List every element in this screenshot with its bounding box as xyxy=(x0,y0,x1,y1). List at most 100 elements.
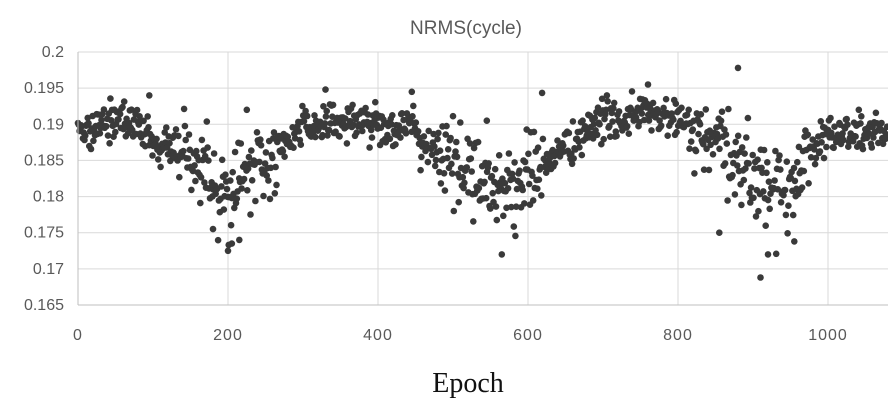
data-point xyxy=(453,139,460,146)
data-point xyxy=(616,108,623,115)
data-point xyxy=(724,197,731,204)
data-point-outlier xyxy=(484,117,491,124)
x-tick-label: 800 xyxy=(663,327,693,344)
data-point xyxy=(626,130,633,137)
data-point xyxy=(366,144,373,151)
data-point xyxy=(410,103,417,110)
data-point xyxy=(538,192,545,199)
data-point xyxy=(181,106,188,113)
data-point xyxy=(750,195,757,202)
data-point xyxy=(840,137,847,144)
data-point xyxy=(511,223,518,230)
data-point xyxy=(432,163,439,170)
data-point xyxy=(449,170,456,177)
data-point xyxy=(433,157,440,164)
data-point xyxy=(827,115,834,122)
data-point xyxy=(451,208,458,215)
data-point xyxy=(369,134,376,141)
data-point xyxy=(349,102,356,109)
data-point xyxy=(434,136,441,143)
data-point xyxy=(476,185,483,192)
data-point xyxy=(604,92,611,99)
x-tick-label: 400 xyxy=(363,327,393,344)
data-point xyxy=(180,148,187,155)
data-point xyxy=(762,222,769,229)
data-point xyxy=(791,165,798,172)
x-axis-title: Epoch xyxy=(432,368,504,399)
data-point xyxy=(489,173,496,180)
data-point xyxy=(650,100,657,107)
data-point-outlier xyxy=(757,274,764,281)
data-point xyxy=(688,138,695,145)
data-point xyxy=(817,148,824,155)
data-point xyxy=(570,118,577,125)
data-point xyxy=(609,118,616,125)
data-point xyxy=(693,148,700,155)
data-point xyxy=(521,200,528,207)
data-point xyxy=(263,149,270,156)
data-point xyxy=(258,142,265,149)
data-point-outlier xyxy=(210,226,217,233)
data-point xyxy=(186,131,193,138)
data-point xyxy=(437,147,444,154)
data-point xyxy=(435,130,442,137)
data-point xyxy=(227,177,234,184)
x-tick-label: 1000 xyxy=(808,327,848,344)
data-point xyxy=(454,154,461,161)
data-point-outlier xyxy=(236,237,243,244)
data-point xyxy=(594,132,601,139)
data-point xyxy=(238,140,245,147)
data-point xyxy=(362,105,369,112)
data-point xyxy=(175,133,182,140)
y-tick-label: 0.19 xyxy=(33,116,64,133)
y-tick-label: 0.2 xyxy=(42,44,64,61)
data-point xyxy=(248,147,255,154)
data-point xyxy=(496,152,503,159)
x-tick-label: 0 xyxy=(73,327,83,344)
data-point xyxy=(579,152,586,159)
data-point xyxy=(188,187,195,194)
data-point xyxy=(805,180,812,187)
data-point xyxy=(322,120,329,127)
data-point xyxy=(493,203,500,210)
data-point xyxy=(448,161,455,168)
data-point xyxy=(738,202,745,209)
data-point xyxy=(512,233,519,240)
data-point xyxy=(359,128,366,135)
data-point xyxy=(748,184,755,191)
data-point xyxy=(149,152,156,159)
data-point-outlier xyxy=(244,107,251,114)
y-tick-label: 0.185 xyxy=(24,152,64,169)
data-point-outlier xyxy=(791,238,798,245)
data-point xyxy=(260,193,267,200)
data-point xyxy=(166,140,173,147)
data-point xyxy=(685,107,692,114)
data-point xyxy=(663,96,670,103)
data-point xyxy=(718,118,725,125)
x-tick-label: 600 xyxy=(513,327,543,344)
data-point xyxy=(506,150,513,157)
data-point xyxy=(353,129,360,136)
data-point xyxy=(470,218,477,225)
data-point xyxy=(269,155,276,162)
data-point xyxy=(413,119,420,126)
data-point xyxy=(182,137,189,144)
data-point xyxy=(483,195,490,202)
data-point xyxy=(873,110,880,117)
data-point xyxy=(719,108,726,115)
data-point xyxy=(257,136,264,143)
data-point xyxy=(397,134,404,141)
data-point xyxy=(475,139,482,146)
data-point xyxy=(741,177,748,184)
data-point xyxy=(784,158,791,165)
data-point xyxy=(218,183,225,190)
data-point xyxy=(403,130,410,137)
data-point xyxy=(801,168,808,175)
data-point xyxy=(442,187,449,194)
data-point xyxy=(697,121,704,128)
data-point xyxy=(222,171,229,178)
data-point xyxy=(204,118,211,125)
data-point xyxy=(741,150,748,157)
data-point xyxy=(778,199,785,206)
